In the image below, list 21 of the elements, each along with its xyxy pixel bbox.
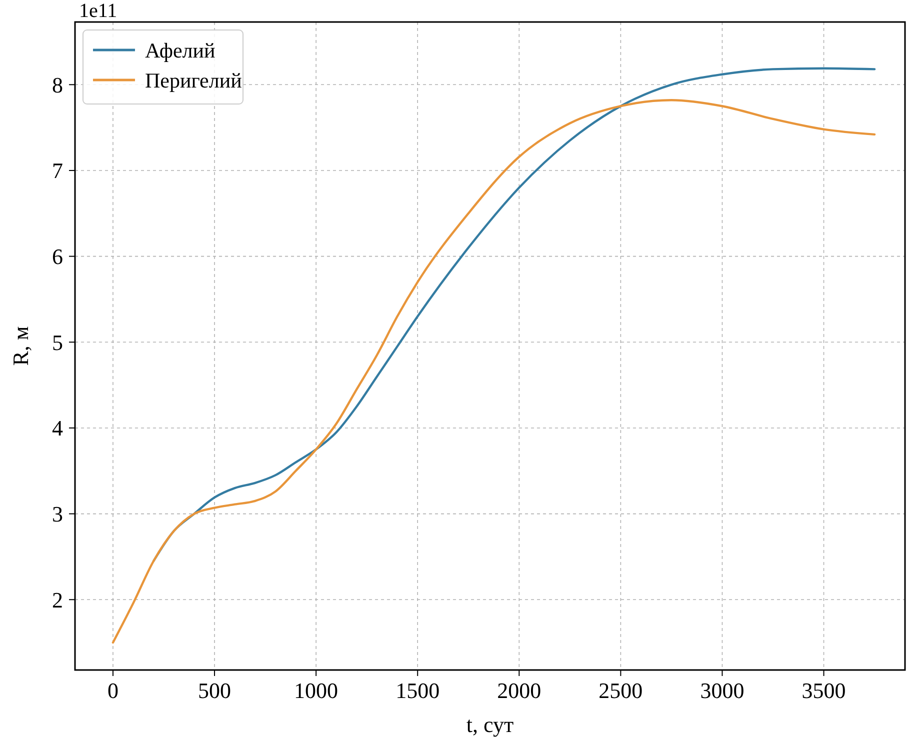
x-tick-label: 3500: [802, 678, 846, 703]
line-series: [112, 99, 876, 644]
x-tick-label: 1500: [396, 678, 440, 703]
y-tick-label: 3: [52, 501, 63, 526]
y-tick-label: 6: [52, 244, 63, 270]
x-tick-label: 2500: [598, 678, 643, 703]
x-tick-label: 0: [107, 678, 118, 703]
y-tick-label: 8: [52, 72, 63, 98]
y-tick-label: 7: [52, 158, 63, 184]
y-tick-label: 2: [52, 587, 63, 612]
y-tick-label: 5: [52, 330, 63, 355]
x-axis-title: t, сут: [466, 712, 514, 737]
x-tick-label: 3000: [700, 678, 744, 703]
x-tick-label: 1000: [294, 678, 338, 703]
annotation: 1e11: [79, 0, 118, 22]
y-tick-label: 4: [52, 416, 63, 441]
x-tick-label: 2000: [497, 678, 542, 703]
x-tick-label: 500: [198, 678, 232, 703]
legend-label: Перигелий: [145, 68, 242, 92]
y-axis-title: R, м: [8, 326, 33, 366]
legend-label: Афелий: [145, 38, 216, 62]
